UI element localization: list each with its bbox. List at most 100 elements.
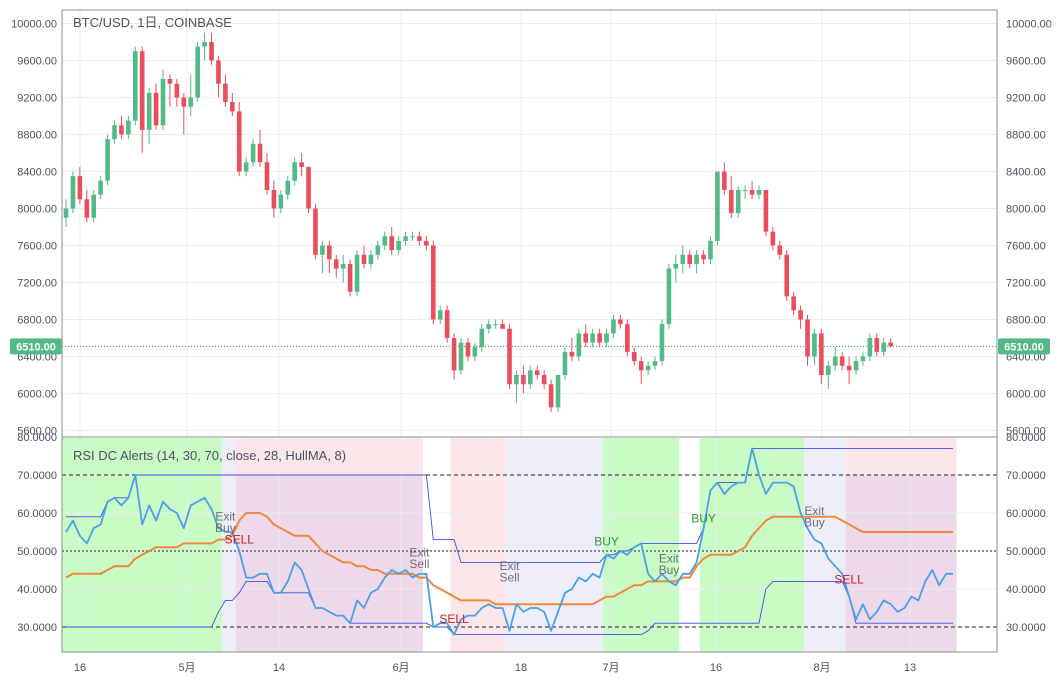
candle-body: [347, 264, 353, 292]
x-tick-label: 14: [273, 662, 285, 674]
candle-body: [756, 190, 762, 195]
candle-body: [354, 254, 360, 292]
candle-body: [271, 190, 277, 209]
candle-body: [105, 139, 110, 181]
rsi-axis-right: 80.0000 70.0000 60.0000 50.0000 40.0000 30.00…: [1006, 432, 1046, 634]
signal-label-sell: SELL: [225, 532, 255, 546]
candle-body: [264, 162, 270, 190]
candle-body: [645, 365, 651, 371]
candle-body: [230, 102, 235, 112]
candle-body: [562, 351, 568, 375]
candle-body: [327, 245, 332, 260]
price-tick-label-right: 7200.00: [1006, 278, 1046, 290]
price-tick-label-left: 5600.00: [17, 426, 57, 438]
candle-body: [784, 254, 790, 297]
plot-frame: [61, 9, 998, 653]
candle-body: [202, 42, 207, 47]
rsi-lines: [65, 447, 953, 636]
candle-body: [306, 166, 311, 209]
x-tick-label: 7月: [602, 662, 619, 674]
signal-label-exit: Exit: [500, 559, 521, 573]
candle-body: [410, 236, 415, 238]
signal-zone-exit-sell: [804, 438, 853, 652]
signal-label-exit: Buy: [215, 521, 236, 535]
candle-body: [63, 208, 69, 218]
rsi-tick-label-left: 40.0000: [17, 584, 57, 596]
signal-label-exit: Sell: [409, 557, 429, 571]
candle-body: [167, 79, 173, 84]
x-axis: 16 5月 14 6月 18 7月 16 8月 13: [74, 662, 916, 674]
candle-body: [320, 245, 325, 255]
signal-zone-buy: [62, 438, 229, 652]
rsi-labels: ExitBuySELLExitSellSELLExitSellBUYExitBu…: [215, 504, 864, 626]
candle-body: [798, 310, 803, 320]
price-tick-label-right: 6400.00: [1006, 352, 1046, 364]
candles: [63, 32, 893, 412]
candle-body: [514, 375, 519, 385]
candle-body: [486, 324, 492, 329]
candle-body: [770, 231, 776, 246]
candle-body: [479, 328, 485, 348]
candle-body: [417, 236, 422, 241]
candle-body: [98, 180, 103, 195]
price-axis-right: 10000.00 9600.00 9200.00 8800.00 8400.00 8000…: [1006, 19, 1052, 438]
price-tick-label-right: 8800.00: [1006, 130, 1046, 142]
last-price-tags: 6510.00 6510.00: [10, 338, 1050, 355]
signal-label-exit: Exit: [409, 546, 430, 560]
x-tick-label: 18: [515, 662, 527, 674]
candle-body: [507, 328, 512, 385]
candle-body: [652, 361, 658, 366]
series-dc-lower: [66, 580, 953, 636]
candle-body: [340, 264, 346, 269]
candle-body: [126, 120, 131, 135]
candle-body: [576, 333, 582, 357]
rsi-tick-label-left: 30.0000: [17, 622, 57, 634]
x-tick-label: 16: [74, 662, 86, 674]
candle-body: [791, 296, 796, 311]
candle-body: [528, 370, 533, 385]
candle-body: [874, 338, 880, 352]
rsi-tick-label-right: 80.0000: [1006, 432, 1046, 444]
candle-body: [569, 351, 575, 357]
price-tick-label-right: 6000.00: [1006, 389, 1046, 401]
rsi-tick-label-left: 50.0000: [17, 546, 57, 558]
candle-body: [763, 190, 769, 232]
signal-label-buy: BUY: [691, 512, 716, 526]
candle-body: [493, 324, 498, 326]
candle-body: [209, 42, 214, 61]
candle-body: [77, 176, 83, 200]
price-tick-label-right: 8400.00: [1006, 167, 1046, 179]
candle-body: [534, 370, 540, 375]
candle-body: [133, 51, 138, 121]
candle-body: [257, 143, 263, 163]
candle-body: [500, 324, 505, 329]
last-price-label: 6510.00: [16, 341, 56, 353]
signal-label-exit: Exit: [215, 510, 236, 524]
candle-body: [424, 240, 429, 246]
candle-body: [437, 310, 443, 320]
candle-body: [368, 254, 374, 264]
candle-body: [375, 245, 381, 255]
rsi-zones: [62, 438, 957, 652]
candle-body: [181, 97, 187, 107]
candle-body: [888, 342, 893, 347]
candle-body: [403, 236, 408, 241]
rsi-tick-label-left: 60.0000: [17, 508, 57, 520]
candle-body: [278, 194, 284, 209]
price-tick-label-right: 10000.00: [1006, 19, 1052, 31]
candle-body: [216, 60, 221, 84]
candle-body: [465, 342, 471, 357]
x-tick-label: 6月: [392, 662, 409, 674]
price-tick-label-right: 9600.00: [1006, 56, 1046, 68]
candle-body: [153, 92, 159, 126]
rsi-tick-label-left: 70.0000: [17, 470, 57, 482]
price-tick-label-right: 8000.00: [1006, 204, 1046, 216]
price-tick-label-left: 8400.00: [17, 167, 57, 179]
candle-body: [119, 125, 124, 135]
candle-body: [777, 245, 783, 255]
candle-body: [195, 46, 200, 98]
rsi-tick-label-right: 60.0000: [1006, 508, 1046, 520]
price-tick-label-left: 6000.00: [17, 389, 57, 401]
candle-body: [521, 375, 526, 385]
candle-body: [361, 254, 367, 264]
